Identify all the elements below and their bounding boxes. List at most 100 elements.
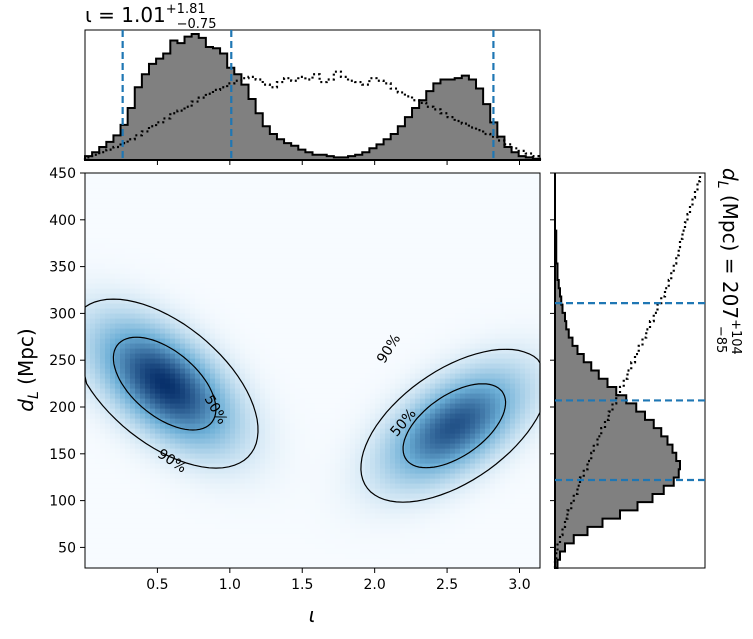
heatmap-cell (150, 383, 156, 389)
heatmap-cell (180, 488, 186, 494)
heatmap-cell (320, 173, 326, 179)
heatmap-cell (165, 533, 171, 539)
heatmap-cell (115, 548, 121, 554)
heatmap-cell (245, 518, 251, 524)
heatmap-cell (355, 498, 361, 504)
heatmap-cell (130, 533, 136, 539)
heatmap-cell (300, 443, 306, 449)
heatmap-cell (320, 323, 326, 329)
heatmap-cell (360, 348, 366, 354)
heatmap-cell (145, 478, 151, 484)
heatmap-cell (195, 193, 201, 199)
heatmap-cell (165, 208, 171, 214)
heatmap-cell (215, 268, 221, 274)
heatmap-cell (345, 473, 351, 479)
heatmap-cell (145, 248, 151, 254)
heatmap-cell (185, 238, 191, 244)
heatmap-cell (235, 253, 241, 259)
heatmap-cell (365, 448, 371, 454)
heatmap-cell (395, 403, 401, 409)
heatmap-cell (195, 298, 201, 304)
heatmap-cell (345, 423, 351, 429)
heatmap-cell (175, 243, 181, 249)
heatmap-cell (310, 228, 316, 234)
heatmap-cell (105, 428, 111, 434)
heatmap-cell (360, 188, 366, 194)
heatmap-cell (210, 453, 216, 459)
heatmap-cell (195, 453, 201, 459)
heatmap-cell (270, 493, 276, 499)
heatmap-cell (325, 298, 331, 304)
heatmap-cell (140, 213, 146, 219)
heatmap-cell (220, 388, 226, 394)
heatmap-cell (155, 263, 161, 269)
heatmap-cell (295, 373, 301, 379)
heatmap-cell (255, 468, 261, 474)
heatmap-cell (370, 253, 376, 259)
heatmap-cell (130, 258, 136, 264)
heatmap-cell (260, 348, 266, 354)
heatmap-cell (330, 558, 336, 564)
heatmap-cell (85, 483, 91, 489)
heatmap-cell (240, 413, 246, 419)
heatmap-cell (375, 208, 381, 214)
heatmap-cell (365, 203, 371, 209)
heatmap-cell (365, 238, 371, 244)
heatmap-cell (280, 383, 286, 389)
heatmap-cell (150, 398, 156, 404)
heatmap-cell (390, 253, 396, 259)
heatmap-cell (95, 358, 101, 364)
heatmap-cell (145, 298, 151, 304)
heatmap-cell (380, 283, 386, 289)
heatmap-cell (245, 188, 251, 194)
heatmap-cell (355, 488, 361, 494)
heatmap-cell (85, 268, 91, 274)
heatmap-cell (355, 218, 361, 224)
heatmap-cell (350, 268, 356, 274)
heatmap-cell (85, 333, 91, 339)
heatmap-cell (335, 528, 341, 534)
heatmap-cell (155, 503, 161, 509)
heatmap-cell (190, 373, 196, 379)
heatmap-cell (270, 228, 276, 234)
heatmap-cell (235, 323, 241, 329)
heatmap-cell (315, 518, 321, 524)
heatmap-cell (360, 178, 366, 184)
heatmap-cell (165, 368, 171, 374)
heatmap-cell (165, 308, 171, 314)
heatmap-cell (300, 298, 306, 304)
heatmap-cell (365, 288, 371, 294)
heatmap-cell (220, 233, 226, 239)
heatmap-cell (355, 323, 361, 329)
heatmap-cell (220, 218, 226, 224)
heatmap-cell (385, 218, 391, 224)
heatmap-cell (285, 358, 291, 364)
heatmap-cell (100, 258, 106, 264)
heatmap-cell (375, 233, 381, 239)
heatmap-cell (200, 478, 206, 484)
heatmap-cell (355, 338, 361, 344)
heatmap-cell (360, 273, 366, 279)
heatmap-cell (325, 513, 331, 519)
heatmap-cell (365, 298, 371, 304)
heatmap-cell (335, 353, 341, 359)
heatmap-cell (325, 413, 331, 419)
heatmap-cell (315, 208, 321, 214)
heatmap-cell (265, 353, 271, 359)
heatmap-cell (375, 278, 381, 284)
heatmap-cell (300, 558, 306, 564)
heatmap-cell (135, 413, 141, 419)
heatmap-cell (135, 208, 141, 214)
heatmap-cell (130, 493, 136, 499)
heatmap-cell (325, 493, 331, 499)
heatmap-cell (280, 268, 286, 274)
heatmap-cell (330, 373, 336, 379)
heatmap-cell (110, 228, 116, 234)
heatmap-cell (280, 183, 286, 189)
heatmap-cell (175, 548, 181, 554)
heatmap-cell (340, 478, 346, 484)
heatmap-cell (370, 328, 376, 334)
heatmap-cell (160, 238, 166, 244)
heatmap-cell (375, 328, 381, 334)
heatmap-cell (85, 533, 91, 539)
